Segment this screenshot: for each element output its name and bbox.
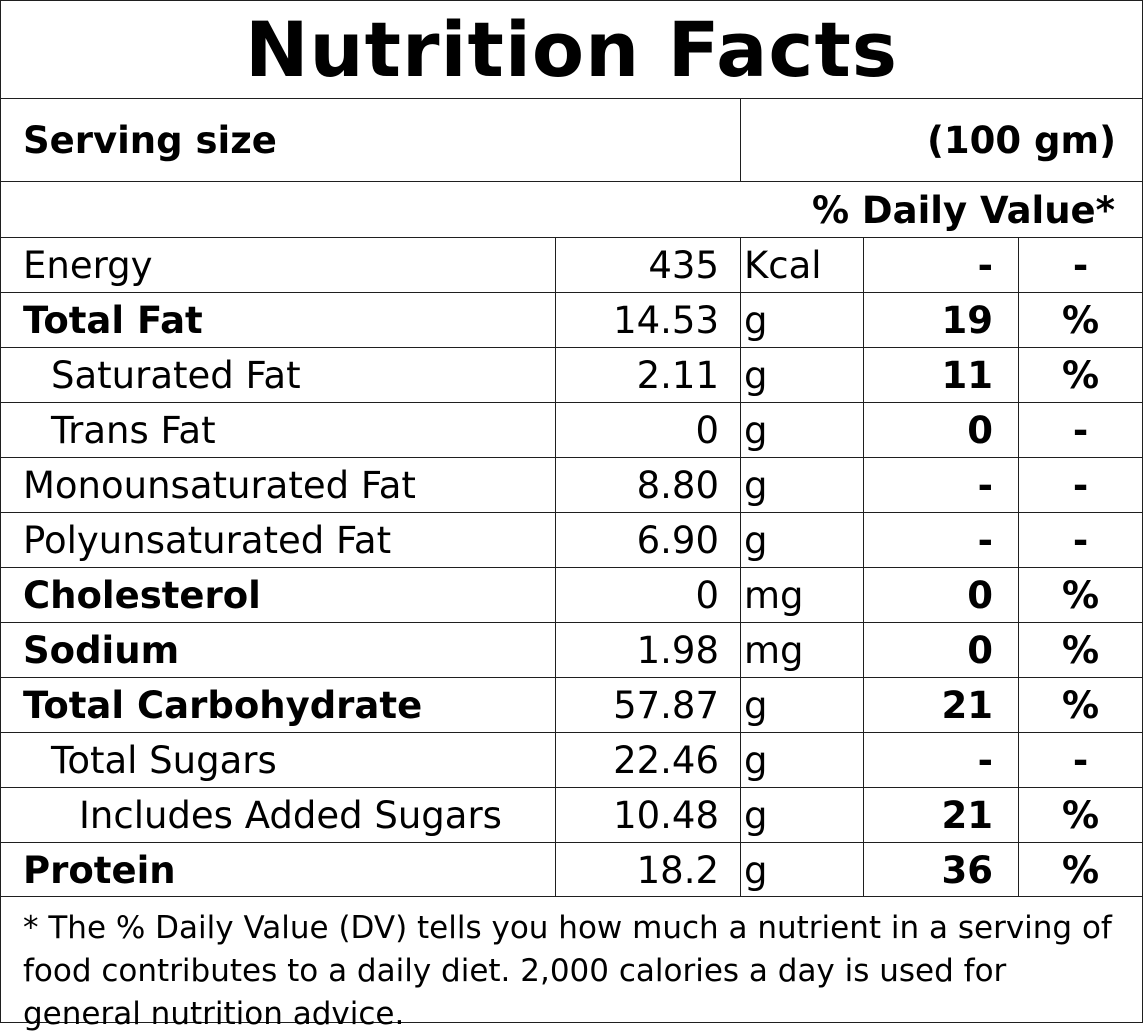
nutrient-row: Sodium 1.98 mg 0% bbox=[1, 623, 1142, 678]
nutrient-percent-sign: % bbox=[1061, 629, 1100, 672]
nutrient-amount: 1.98 bbox=[636, 629, 719, 672]
nutrient-percent-sign: % bbox=[1061, 794, 1100, 837]
nutrient-amount: 6.90 bbox=[636, 519, 719, 562]
nutrient-name: Total Sugars bbox=[51, 739, 277, 782]
nutrient-name: Total Carbohydrate bbox=[23, 684, 423, 727]
nutrient-row: Cholesterol 0 mg 0% bbox=[1, 568, 1142, 623]
nutrient-table: Energy 435 Kcal - - Total Fat 14.53 g 19% Saturat… bbox=[1, 238, 1142, 897]
nutrient-daily-value: 19 bbox=[941, 299, 994, 342]
nutrient-row: Total Carbohydrate 57.87 g 21% bbox=[1, 678, 1142, 733]
nutrient-name: Cholesterol bbox=[23, 574, 261, 617]
serving-size-row: Serving size (100 gm) bbox=[1, 99, 1142, 182]
nutrient-name: Total Fat bbox=[23, 299, 203, 342]
nutrient-amount: 0 bbox=[695, 574, 719, 617]
nutrient-percent-sign: % bbox=[1061, 849, 1100, 892]
nutrient-row: Total Sugars 22.46 g - - bbox=[1, 733, 1142, 788]
nutrient-row: Monounsaturated Fat 8.80 g - - bbox=[1, 458, 1142, 513]
nutrient-percent-sign: - bbox=[1072, 409, 1089, 452]
nutrient-amount: 2.11 bbox=[636, 354, 719, 397]
nutrient-daily-value: 0 bbox=[967, 629, 993, 672]
label-title: Nutrition Facts bbox=[1, 1, 1142, 99]
nutrient-unit: g bbox=[744, 299, 768, 342]
nutrient-daily-value: 11 bbox=[941, 354, 994, 397]
nutrient-daily-value: 0 bbox=[967, 574, 993, 617]
nutrient-unit: mg bbox=[744, 629, 804, 672]
nutrient-name: Protein bbox=[23, 849, 176, 892]
nutrient-unit: g bbox=[744, 354, 768, 397]
nutrient-name: Monounsaturated Fat bbox=[23, 464, 416, 507]
nutrient-unit: g bbox=[744, 409, 768, 452]
nutrient-percent-sign: % bbox=[1061, 299, 1100, 342]
daily-value-header: % Daily Value* bbox=[1, 182, 1142, 238]
nutrient-percent-sign: - bbox=[1072, 244, 1089, 287]
nutrient-percent-sign: % bbox=[1061, 684, 1100, 727]
nutrient-percent-sign: - bbox=[1072, 739, 1089, 782]
nutrient-amount: 57.87 bbox=[613, 684, 719, 727]
nutrient-unit: g bbox=[744, 794, 768, 837]
nutrient-daily-value: 0 bbox=[967, 409, 993, 452]
nutrient-daily-value: - bbox=[977, 739, 993, 782]
nutrient-daily-value: - bbox=[977, 244, 993, 287]
nutrient-daily-value: 21 bbox=[941, 794, 994, 837]
nutrient-amount: 18.2 bbox=[636, 849, 719, 892]
nutrient-unit: g bbox=[744, 849, 768, 892]
nutrient-row: Trans Fat 0 g 0- bbox=[1, 403, 1142, 458]
nutrient-row: Polyunsaturated Fat 6.90 g - - bbox=[1, 513, 1142, 568]
nutrient-unit: Kcal bbox=[744, 244, 822, 287]
nutrient-name: Trans Fat bbox=[51, 409, 216, 452]
nutrient-amount: 14.53 bbox=[613, 299, 719, 342]
nutrient-row: Total Fat 14.53 g 19% bbox=[1, 293, 1142, 348]
nutrient-amount: 435 bbox=[648, 244, 719, 287]
nutrient-row: Energy 435 Kcal - - bbox=[1, 238, 1142, 293]
nutrient-percent-sign: % bbox=[1061, 574, 1100, 617]
nutrient-daily-value: 21 bbox=[941, 684, 994, 727]
nutrient-amount: 0 bbox=[695, 409, 719, 452]
nutrient-unit: g bbox=[744, 464, 768, 507]
nutrient-unit: mg bbox=[744, 574, 804, 617]
serving-size-label: Serving size bbox=[23, 119, 277, 162]
nutrient-daily-value: 36 bbox=[941, 849, 994, 892]
nutrient-name: Energy bbox=[23, 244, 153, 287]
nutrient-row: Protein 18.2 g 36% bbox=[1, 843, 1142, 897]
nutrient-name: Sodium bbox=[23, 629, 180, 672]
nutrient-daily-value: - bbox=[977, 464, 993, 507]
serving-divider bbox=[740, 99, 741, 181]
nutrient-percent-sign: % bbox=[1061, 354, 1100, 397]
nutrient-amount: 22.46 bbox=[613, 739, 719, 782]
nutrient-percent-sign: - bbox=[1072, 464, 1089, 507]
nutrient-unit: g bbox=[744, 519, 768, 562]
nutrient-unit: g bbox=[744, 684, 768, 727]
nutrient-percent-sign: - bbox=[1072, 519, 1089, 562]
nutrient-row: Includes Added Sugars 10.48 g 21% bbox=[1, 788, 1142, 843]
footnote: * The % Daily Value (DV) tells you how m… bbox=[23, 910, 1112, 1032]
nutrient-unit: g bbox=[744, 739, 768, 782]
nutrient-amount: 8.80 bbox=[636, 464, 719, 507]
nutrient-name: Saturated Fat bbox=[51, 354, 301, 397]
nutrient-amount: 10.48 bbox=[613, 794, 719, 837]
serving-size-value: (100 gm) bbox=[927, 119, 1116, 162]
nutrient-row: Saturated Fat 2.11 g 11% bbox=[1, 348, 1142, 403]
nutrient-name: Includes Added Sugars bbox=[79, 794, 502, 837]
nutrient-daily-value: - bbox=[977, 519, 993, 562]
nutrient-name: Polyunsaturated Fat bbox=[23, 519, 392, 562]
